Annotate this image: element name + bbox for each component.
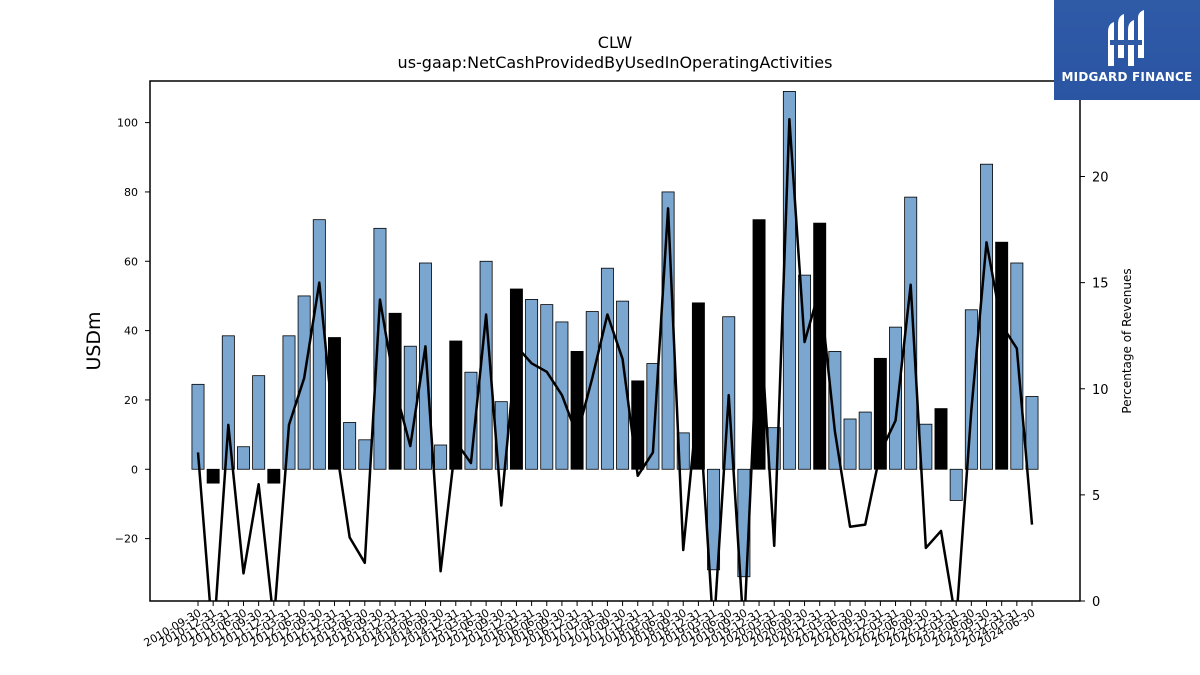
y2-tick-label: 15 (1092, 277, 1109, 292)
y-tick-label: 0 (131, 463, 138, 476)
bars-layer (191, 91, 1039, 578)
y2-tick-label: 0 (1092, 595, 1100, 610)
bar (343, 422, 357, 470)
y-tick-label: −20 (115, 533, 138, 546)
bar (358, 439, 372, 470)
bar (1010, 262, 1024, 470)
bar (828, 350, 842, 470)
bar (889, 326, 902, 470)
bar (509, 288, 523, 470)
chart-subtitle: us-gaap:NetCashProvidedByUsedInOperating… (398, 53, 833, 72)
bar (995, 241, 1009, 470)
bar (964, 309, 978, 470)
line-layer (196, 117, 1034, 601)
bar (282, 335, 296, 470)
y2-axis-label: Percentage of Revenues (1120, 268, 1134, 413)
bar (1025, 396, 1039, 470)
chart-title: CLW (598, 33, 633, 52)
bar (312, 219, 326, 470)
bar (252, 375, 266, 470)
bar (373, 227, 387, 470)
bar (949, 468, 963, 501)
bar (191, 383, 205, 470)
y2-tick-label: 10 (1092, 383, 1109, 398)
bar (525, 298, 539, 470)
y-tick-label: 60 (124, 255, 138, 268)
series-line (196, 117, 1034, 601)
y-tick-label: 20 (124, 394, 138, 407)
y2-tick-label: 20 (1092, 171, 1109, 186)
bar (434, 444, 448, 470)
bar (813, 222, 827, 470)
plot-frame (149, 80, 1081, 602)
logo-text: MIDGARD FINANCE (1061, 70, 1193, 84)
bar (449, 340, 463, 470)
y-tick-label: 100 (117, 117, 138, 130)
bar (843, 418, 857, 470)
bar (798, 274, 812, 470)
y2-tick-label: 5 (1092, 489, 1100, 504)
bar (206, 468, 220, 484)
brand-logo: MIDGARD FINANCE (1054, 0, 1200, 100)
bar (934, 408, 948, 470)
bar (616, 300, 630, 470)
bar (858, 411, 872, 470)
bar (631, 380, 645, 470)
bar (403, 345, 417, 470)
y-tick-label: 40 (124, 325, 138, 338)
chart-title-group: CLW us-gaap:NetCashProvidedByUsedInOpera… (398, 33, 833, 72)
y-tick-label: 80 (124, 186, 138, 199)
bar (980, 163, 993, 470)
bar (570, 350, 584, 470)
bar (585, 311, 599, 470)
bar (237, 446, 250, 470)
bar (221, 335, 235, 470)
bar (873, 357, 887, 470)
bar (600, 267, 614, 470)
y-axis-label: USDm (83, 311, 105, 370)
bar (418, 262, 432, 470)
bar (297, 295, 311, 470)
logo-mark-icon (1108, 10, 1144, 66)
bar (267, 468, 281, 484)
bar (328, 337, 341, 470)
bar (540, 304, 554, 470)
axes-layer: −20020406080100051015202010-09-302010-12… (115, 80, 1109, 650)
bar (752, 219, 766, 470)
